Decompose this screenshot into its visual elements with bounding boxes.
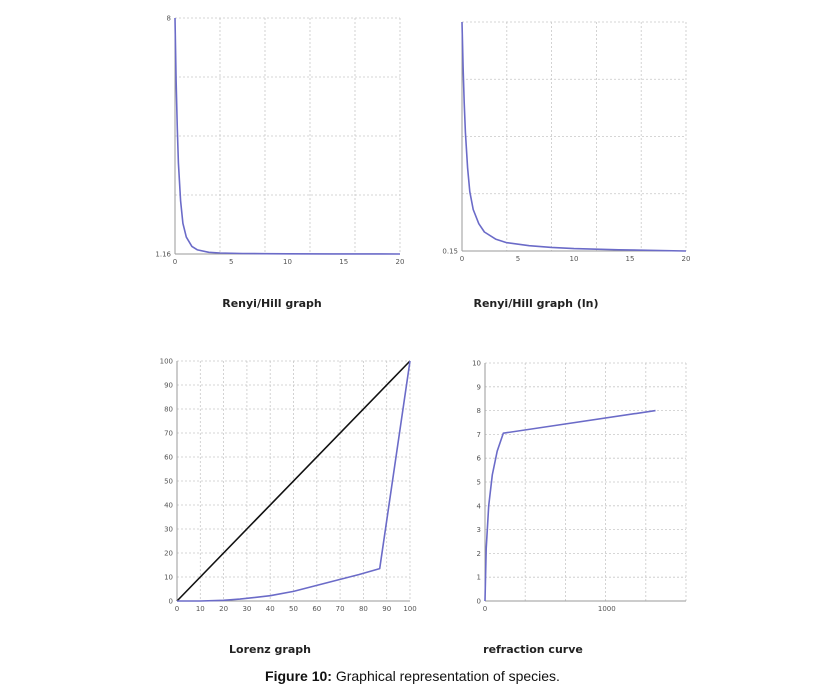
y-tick-label: 3 <box>477 526 481 534</box>
x-tick-label: 0 <box>460 255 464 263</box>
x-tick-label: 10 <box>570 255 579 263</box>
x-tick-label: 0 <box>173 258 177 266</box>
x-tick-label: 0 <box>483 605 487 613</box>
x-tick-label: 70 <box>336 605 345 613</box>
y-tick-label: 9 <box>477 383 481 391</box>
x-tick-label: 10 <box>196 605 205 613</box>
chart-title-refraction-curve: refraction curve <box>483 643 583 656</box>
x-tick-label: 20 <box>682 255 691 263</box>
y-tick-label: 0 <box>169 598 173 606</box>
y-tick-label: 70 <box>164 430 173 438</box>
figure-caption-label: Figure 10: <box>265 668 332 684</box>
x-tick-label: 0 <box>175 605 179 613</box>
x-tick-label: 100 <box>403 605 416 613</box>
x-tick-label: 20 <box>396 258 405 266</box>
chart-lorenz: 0 10 20 30 40 50 60 70 80 90 100 0 10 20 30 40 50 60 70 80 9… <box>160 358 417 614</box>
y-tick-label: 10 <box>164 574 173 582</box>
y-tick-label: 20 <box>164 550 173 558</box>
series-line <box>174 17 401 255</box>
figure-caption-text: Graphical representation of species. <box>335 668 560 684</box>
y-tick-label: 8 <box>477 407 481 415</box>
x-tick-label: 20 <box>219 605 228 613</box>
y-tick-label: 40 <box>164 502 173 510</box>
x-tick-label: 1000 <box>598 605 616 613</box>
y-tick-label: 90 <box>164 382 173 390</box>
x-tick-label: 50 <box>289 605 298 613</box>
chart-renyi-hill-ln: 0 5 10 15 20 0.15 <box>442 21 691 263</box>
chart-title-renyi-hill: Renyi/Hill graph <box>222 297 322 310</box>
y-tick-label: 0 <box>477 598 481 606</box>
y-tick-label: 2 <box>477 550 481 558</box>
chart-title-renyi-hill-ln: Renyi/Hill graph (ln) <box>474 297 599 310</box>
y-tick-label: 1 <box>477 574 481 582</box>
chart-renyi-hill: 0 5 10 15 20 1.16 8 <box>155 15 404 267</box>
x-tick-label: 10 <box>283 258 292 266</box>
y-tick-label: 8 <box>167 15 171 23</box>
x-tick-label: 30 <box>242 605 251 613</box>
y-tick-label: 100 <box>160 358 173 366</box>
y-tick-label: 10 <box>472 360 481 368</box>
series-line <box>176 360 411 602</box>
x-tick-label: 90 <box>382 605 391 613</box>
series-line <box>461 21 687 252</box>
x-tick-label: 80 <box>359 605 368 613</box>
x-tick-label: 60 <box>312 605 321 613</box>
y-tick-label: 5 <box>477 479 481 487</box>
chart-refraction-curve: 0 1000 0 1 2 3 4 5 6 7 8 9 10 <box>472 360 687 613</box>
figure-caption: Figure 10: Graphical representation of s… <box>0 668 825 684</box>
y-tick-label: 6 <box>477 455 482 463</box>
chart-title-lorenz: Lorenz graph <box>229 643 311 656</box>
y-tick-label: 50 <box>164 478 173 486</box>
y-tick-label: 60 <box>164 454 173 462</box>
x-tick-label: 5 <box>229 258 233 266</box>
y-tick-label: 7 <box>477 431 481 439</box>
series-line <box>484 409 656 602</box>
x-tick-label: 15 <box>626 255 635 263</box>
y-tick-label: 0.15 <box>442 248 458 256</box>
y-tick-label: 4 <box>477 502 482 510</box>
y-tick-label: 1.16 <box>155 251 171 259</box>
x-tick-label: 5 <box>516 255 520 263</box>
y-tick-label: 80 <box>164 406 173 414</box>
x-tick-label: 15 <box>339 258 348 266</box>
x-tick-label: 40 <box>266 605 275 613</box>
y-tick-label: 30 <box>164 526 173 534</box>
series-line <box>177 360 411 602</box>
